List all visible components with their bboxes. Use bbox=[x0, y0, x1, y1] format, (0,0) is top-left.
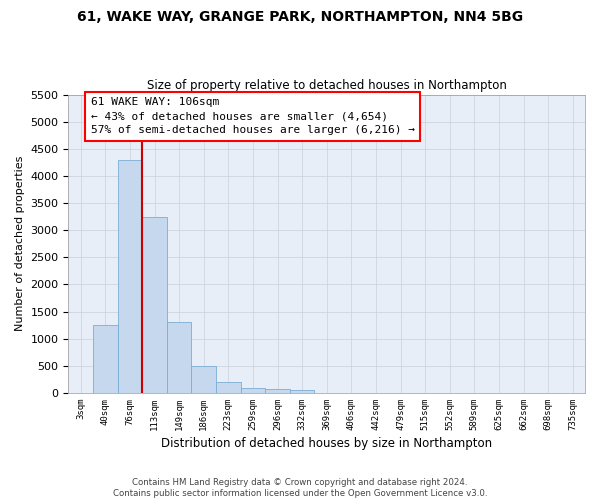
Bar bbox=[167, 322, 191, 393]
Text: 61, WAKE WAY, GRANGE PARK, NORTHAMPTON, NN4 5BG: 61, WAKE WAY, GRANGE PARK, NORTHAMPTON, … bbox=[77, 10, 523, 24]
X-axis label: Distribution of detached houses by size in Northampton: Distribution of detached houses by size … bbox=[161, 437, 492, 450]
Bar bbox=[142, 216, 167, 393]
Bar bbox=[241, 388, 265, 393]
Bar bbox=[290, 390, 314, 393]
Bar bbox=[191, 366, 216, 393]
Y-axis label: Number of detached properties: Number of detached properties bbox=[15, 156, 25, 332]
Bar bbox=[216, 382, 241, 393]
Text: 61 WAKE WAY: 106sqm
← 43% of detached houses are smaller (4,654)
57% of semi-det: 61 WAKE WAY: 106sqm ← 43% of detached ho… bbox=[91, 98, 415, 136]
Bar bbox=[265, 389, 290, 393]
Bar bbox=[93, 325, 118, 393]
Title: Size of property relative to detached houses in Northampton: Size of property relative to detached ho… bbox=[147, 79, 506, 92]
Bar bbox=[118, 160, 142, 393]
Text: Contains HM Land Registry data © Crown copyright and database right 2024.
Contai: Contains HM Land Registry data © Crown c… bbox=[113, 478, 487, 498]
